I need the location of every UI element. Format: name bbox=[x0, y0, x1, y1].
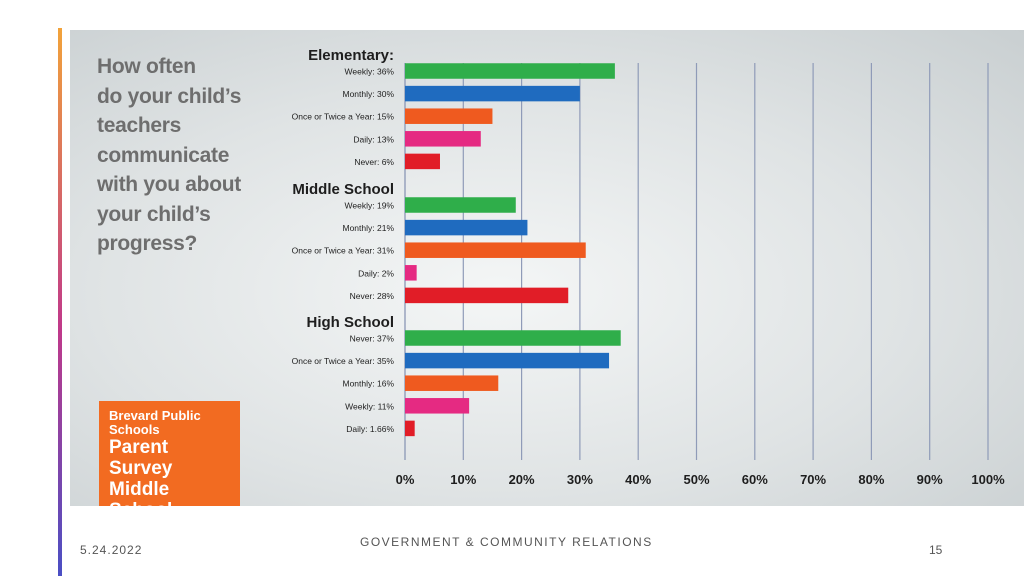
x-tick-label: 50% bbox=[683, 472, 709, 487]
bar bbox=[405, 153, 440, 170]
bar bbox=[405, 85, 580, 102]
bar-label: Never: 28% bbox=[350, 291, 395, 301]
x-tick-label: 20% bbox=[509, 472, 535, 487]
bar-label: Never: 6% bbox=[354, 157, 394, 167]
bar-label: Once or Twice a Year: 15% bbox=[292, 112, 395, 122]
chart-question: How often do your child’s teachers commu… bbox=[97, 55, 242, 255]
bar-label: Monthly: 21% bbox=[343, 223, 395, 233]
bar bbox=[405, 287, 569, 304]
badge-line1: Parent Survey bbox=[109, 437, 173, 479]
bar-label: Monthly: 30% bbox=[343, 89, 395, 99]
bar bbox=[405, 219, 528, 236]
bar bbox=[405, 375, 499, 391]
bar-label: Once or Twice a Year: 31% bbox=[292, 246, 395, 256]
x-tick-label: 100% bbox=[971, 472, 1005, 487]
bar-label: Weekly: 19% bbox=[345, 201, 395, 211]
x-tick-label: 30% bbox=[567, 472, 593, 487]
bar-chart: 0% 10% 20% 30% 40% 50% 60% 70% 80% 90% 100% Element… bbox=[292, 47, 1005, 487]
bar bbox=[405, 265, 417, 281]
bar-label: Monthly: 16% bbox=[343, 379, 395, 389]
bar-label: Weekly: 36% bbox=[345, 67, 395, 77]
badge-line2: Middle School bbox=[109, 479, 172, 506]
survey-badge: Brevard Public Schools Parent Survey Mid… bbox=[99, 401, 240, 506]
footer-department: GOVERNMENT & COMMUNITY RELATIONS bbox=[360, 535, 653, 549]
bar bbox=[405, 197, 516, 213]
bar bbox=[405, 398, 470, 414]
bar bbox=[405, 330, 621, 346]
group-title: Elementary: bbox=[308, 47, 394, 64]
group-title: High School bbox=[307, 314, 395, 331]
bar-label: Daily: 1.66% bbox=[346, 424, 394, 434]
group-title: Middle School bbox=[292, 181, 394, 198]
bar bbox=[405, 352, 610, 369]
bar-label: Daily: 2% bbox=[358, 268, 394, 278]
footer-date: 5.24.2022 bbox=[80, 543, 143, 557]
bar-label: Never: 37% bbox=[350, 334, 395, 344]
x-tick-label: 40% bbox=[625, 472, 651, 487]
x-tick-label: 80% bbox=[858, 472, 884, 487]
bar-label: Once or Twice a Year: 35% bbox=[292, 356, 395, 366]
x-tick-label: 10% bbox=[450, 472, 476, 487]
x-tick-label: 60% bbox=[742, 472, 768, 487]
page-number: 15 bbox=[929, 543, 943, 557]
survey-chart-image: How often do your child’s teachers commu… bbox=[70, 30, 1024, 506]
accent-bar bbox=[58, 28, 62, 576]
bar-label: Weekly: 11% bbox=[345, 401, 394, 411]
badge-org: Brevard Public Schools bbox=[109, 408, 201, 437]
bar bbox=[405, 108, 493, 124]
bar-label: Daily: 13% bbox=[353, 134, 394, 144]
bar bbox=[405, 242, 586, 258]
x-tick-label: 70% bbox=[800, 472, 826, 487]
bar bbox=[405, 420, 415, 437]
x-tick-label: 90% bbox=[917, 472, 943, 487]
bar bbox=[405, 63, 615, 79]
bar bbox=[405, 131, 481, 147]
x-tick-label: 0% bbox=[396, 472, 415, 487]
